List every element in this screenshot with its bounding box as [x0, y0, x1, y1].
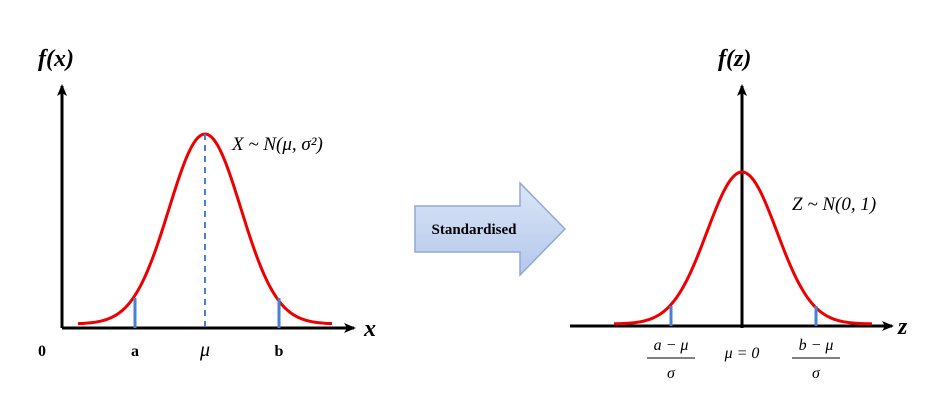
normal-curve	[613, 170, 873, 326]
fraction-numerator: a − μ	[654, 337, 689, 354]
arrow-shape	[414, 181, 567, 277]
fraction-numerator: b − μ	[799, 337, 834, 354]
tick-label: μ	[199, 339, 210, 361]
arrow-label: Standardised	[431, 222, 517, 238]
fraction-denominator: σ	[667, 365, 676, 382]
normal-curve	[77, 132, 333, 326]
distribution-label: X ~ N(μ, σ²)	[231, 134, 323, 155]
left-panel: f(x) x X ~ N(μ, σ²) 0 a μ b	[38, 46, 376, 361]
origin-label: 0	[38, 343, 46, 360]
tick-label: a	[131, 343, 139, 360]
y-label: f(z)	[718, 46, 751, 72]
right-panel: f(z) z Z ~ N(0, 1) a − μ σ μ = 0 b − μ σ	[570, 46, 908, 382]
tick-label: μ = 0	[724, 345, 760, 362]
y-label: f(x)	[38, 46, 74, 72]
fraction-denominator: σ	[812, 365, 821, 382]
transform-arrow: Standardised	[414, 181, 567, 277]
x-label: x	[363, 316, 376, 342]
tick-label: b	[275, 343, 284, 360]
x-label: z	[897, 314, 908, 340]
distribution-label: Z ~ N(0, 1)	[792, 194, 876, 215]
